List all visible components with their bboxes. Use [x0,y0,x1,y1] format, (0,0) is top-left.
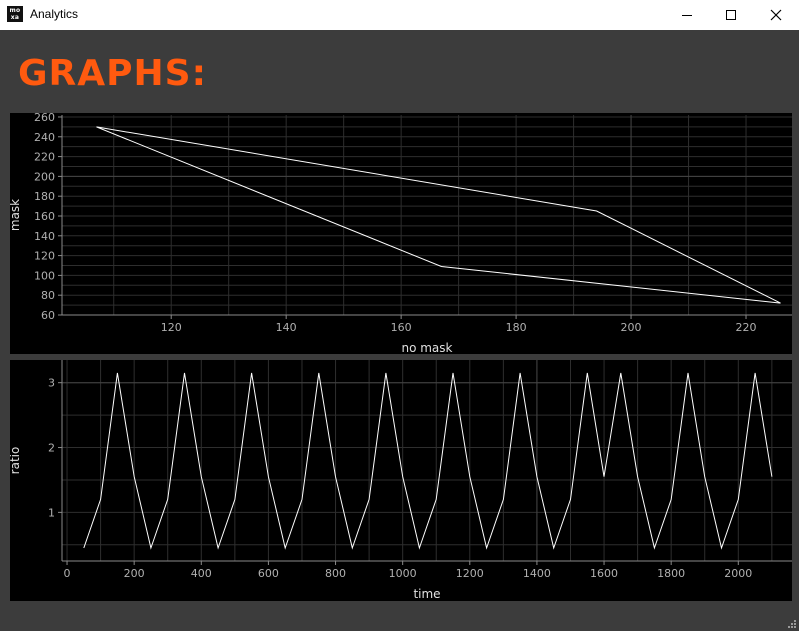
chart-x-axis-label: no mask [401,341,452,354]
chart-y-tick-label: 1 [48,506,55,519]
chart-series-line [97,127,781,303]
minimize-icon [682,15,692,16]
chart-x-tick-label: 1200 [456,567,484,580]
chart-x-tick-label: 1000 [389,567,417,580]
resize-grip-icon[interactable] [788,620,796,628]
minimize-button[interactable] [664,0,710,30]
chart-x-tick-label: 120 [161,321,182,334]
chart-y-tick-label: 140 [34,230,55,243]
chart-y-tick-label: 260 [34,113,55,124]
chart-x-tick-label: 200 [124,567,145,580]
window-title: Analytics [30,7,78,21]
chart-y-axis-label: ratio [10,447,22,475]
chart-y-tick-label: 2 [48,442,55,455]
app-logo-text-top: mo [7,7,23,14]
chart-series-line [84,373,772,548]
mask-vs-no-mask-chart-panel: 120 140 160 180 200 220 60 80 100 120 140 160 180 200… [10,113,792,354]
app-logo-icon: mo xa [7,6,23,22]
title-bar: mo xa Analytics [0,0,799,30]
app-logo-text-bottom: xa [7,14,23,21]
mask-vs-no-mask-chart: 120 140 160 180 200 220 60 80 100 120 140 160 180 200… [10,113,792,354]
chart-x-tick-label: 2000 [724,567,752,580]
chart-x-axis-label: time [413,587,440,601]
chart-x-tick-label: 800 [325,567,346,580]
chart-x-tick-label: 220 [736,321,757,334]
close-button[interactable] [753,0,799,30]
chart-x-tick-label: 600 [258,567,279,580]
chart-y-axis-label: mask [10,199,22,231]
chart-y-tick-label: 200 [34,170,55,183]
chart-x-tick-label: 160 [391,321,412,334]
chart-y-tick-label: 180 [34,190,55,203]
chart-x-tick-label: 0 [64,567,71,580]
ratio-vs-time-chart: 0 200 400 600 800 1000 1200 1400 1600 1800 2000 1 2 3… [10,360,792,601]
chart-y-tick-label: 80 [41,289,55,302]
chart-y-tick-label: 220 [34,151,55,164]
chart-y-tick-label: 120 [34,250,55,263]
chart-x-tick-label: 180 [506,321,527,334]
chart-y-tick-label: 160 [34,210,55,223]
chart-x-tick-label: 200 [621,321,642,334]
chart-y-tick-label: 60 [41,309,55,322]
close-icon [770,9,782,21]
chart-x-tick-label: 140 [276,321,297,334]
chart-y-tick-label: 240 [34,131,55,144]
page-heading: GRAPHS: [18,52,207,96]
maximize-button[interactable] [708,0,754,30]
maximize-icon [726,10,736,20]
chart-y-tick-label: 100 [34,269,55,282]
chart-x-tick-label: 1800 [657,567,685,580]
chart-x-tick-label: 1400 [523,567,551,580]
chart-x-tick-label: 1600 [590,567,618,580]
ratio-vs-time-chart-panel: 0 200 400 600 800 1000 1200 1400 1600 1800 2000 1 2 3… [10,360,792,601]
chart-y-tick-label: 3 [48,377,55,390]
chart-x-tick-label: 400 [191,567,212,580]
